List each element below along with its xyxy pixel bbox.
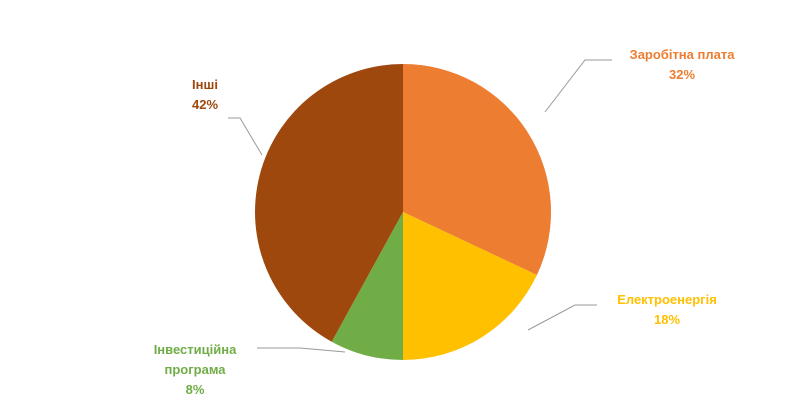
data-label: Інвестиційна програма 8% [130, 340, 260, 400]
value-label: 42% [191, 97, 219, 112]
data-label: Інші 42% [165, 75, 245, 115]
category-label: Інвестиційна програма [153, 342, 237, 377]
pie-slice [255, 64, 403, 342]
category-label: Інші [192, 77, 218, 92]
value-label: 8% [185, 382, 205, 397]
leader-line [527, 304, 597, 331]
pie-slice [403, 212, 537, 360]
data-label: Заробітна плата 32% [612, 45, 752, 85]
category-label: Електроенергія [617, 292, 717, 307]
pie-slice [403, 64, 552, 276]
data-label: Електроенергія 18% [597, 290, 737, 330]
leader-line [228, 117, 263, 156]
pie-slice [331, 212, 403, 360]
leader-line [257, 347, 346, 353]
value-label: 18% [653, 312, 681, 327]
value-label: 32% [668, 67, 696, 82]
category-label: Заробітна плата [629, 47, 735, 62]
leader-line [544, 59, 612, 113]
